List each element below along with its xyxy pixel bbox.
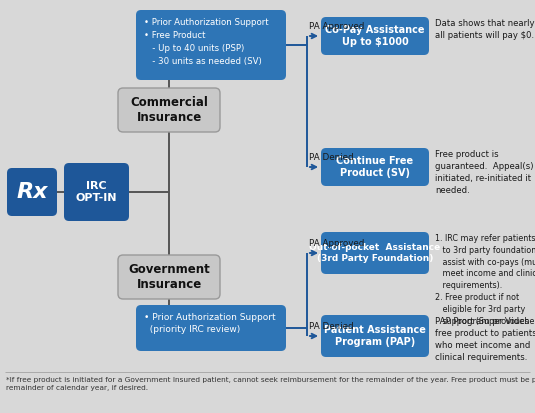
Text: Government
Insurance: Government Insurance <box>128 263 210 291</box>
FancyBboxPatch shape <box>321 315 429 357</box>
Text: Free product is
guaranteed.  Appeal(s)
initiated, re-initiated it
needed.: Free product is guaranteed. Appeal(s) in… <box>435 150 533 195</box>
Text: PA Denied: PA Denied <box>309 153 354 162</box>
Text: • Prior Authorization Support
• Free Product
   - Up to 40 units (PSP)
   - 30 u: • Prior Authorization Support • Free Pro… <box>144 18 269 66</box>
FancyBboxPatch shape <box>321 17 429 55</box>
Text: Commercial
Insurance: Commercial Insurance <box>130 96 208 124</box>
Text: Continue Free
Product (SV): Continue Free Product (SV) <box>337 156 414 178</box>
Text: • Prior Authorization Support
  (priority IRC review): • Prior Authorization Support (priority … <box>144 313 276 335</box>
Text: PA Approved: PA Approved <box>309 239 364 248</box>
Text: PA Denied: PA Denied <box>309 322 354 331</box>
Text: Patient Assistance
Program (PAP): Patient Assistance Program (PAP) <box>324 325 426 347</box>
Text: *If free product is initiated for a Government Insured patient, cannot seek reim: *If free product is initiated for a Gove… <box>6 377 535 391</box>
Text: Co-Pay Assistance
Up to $1000: Co-Pay Assistance Up to $1000 <box>325 25 425 47</box>
Text: IRC
OPT-IN: IRC OPT-IN <box>76 181 117 203</box>
FancyBboxPatch shape <box>7 168 57 216</box>
FancyBboxPatch shape <box>64 163 129 221</box>
FancyBboxPatch shape <box>321 148 429 186</box>
Text: Data shows that nearly
all patients will pay $0.: Data shows that nearly all patients will… <box>435 19 534 40</box>
FancyBboxPatch shape <box>321 232 429 274</box>
Text: PAP Program provides
free product to patients
who meet income and
clinical requi: PAP Program provides free product to pat… <box>435 317 535 363</box>
Text: 1. IRC may refer patients
   to 3rd party foundation to
   assist with co-pays (: 1. IRC may refer patients to 3rd party f… <box>435 234 535 325</box>
Text: Out-of-pocket  Assistance
(3rd Party Foundation): Out-of-pocket Assistance (3rd Party Foun… <box>309 243 441 263</box>
FancyBboxPatch shape <box>136 305 286 351</box>
Text: PA Approved: PA Approved <box>309 22 364 31</box>
Text: Rx: Rx <box>16 182 48 202</box>
FancyBboxPatch shape <box>118 88 220 132</box>
FancyBboxPatch shape <box>118 255 220 299</box>
FancyBboxPatch shape <box>136 10 286 80</box>
